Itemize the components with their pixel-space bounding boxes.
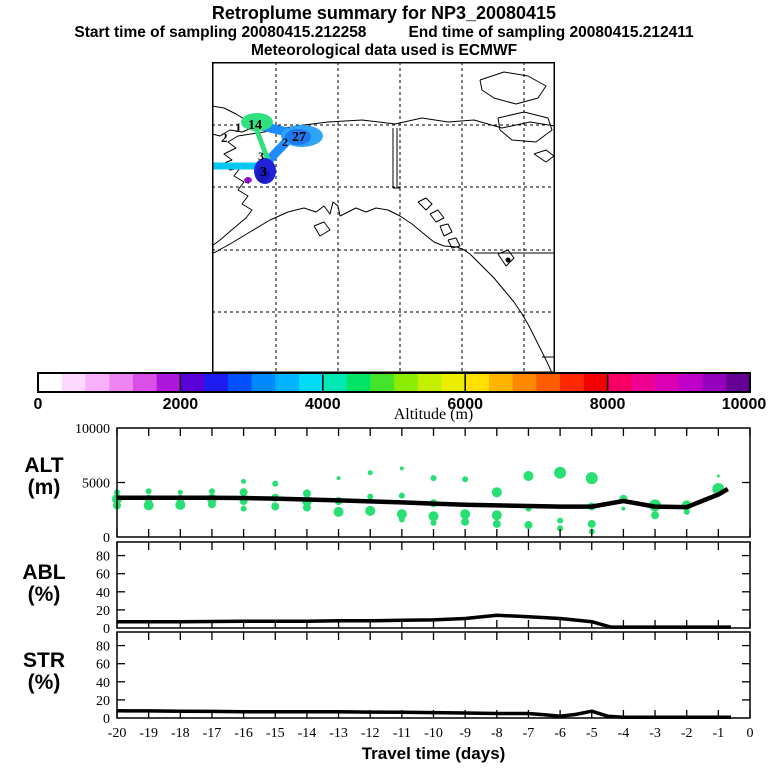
svg-text:0: 0 [103,622,110,637]
svg-text:-5: -5 [586,726,598,741]
svg-text:-8: -8 [491,726,503,741]
svg-text:10000: 10000 [75,422,110,437]
coastline [212,71,555,373]
start-time-text: Start time of sampling 20080415.212258 [74,24,367,41]
svg-text:2: 2 [221,130,228,145]
svg-text:6000: 6000 [447,396,483,413]
political-borders [392,128,555,358]
svg-text:2000: 2000 [163,396,199,413]
altitude-colorbar: 0 2000 4000 6000 8000 10000 [34,372,767,413]
svg-text:3: 3 [260,165,267,180]
svg-text:-4: -4 [618,726,630,741]
svg-text:-13: -13 [329,726,348,741]
svg-text:20: 20 [96,604,110,619]
svg-text:8000: 8000 [590,396,626,413]
str-panel-label: STR (%) [23,649,65,694]
svg-text:-7: -7 [523,726,535,741]
x-axis-title: Travel time (days) [361,744,506,763]
end-time-text: End time of sampling 20080415.212411 [408,24,694,41]
map-gridlines [212,62,555,373]
svg-text:20: 20 [96,694,110,709]
svg-text:0: 0 [103,531,110,546]
svg-text:-19: -19 [139,726,158,741]
svg-text:-20: -20 [108,726,127,741]
svg-text:3: 3 [258,149,264,163]
svg-text:-6: -6 [554,726,566,741]
svg-text:-15: -15 [266,726,285,741]
svg-text:40: 40 [96,586,110,601]
svg-text:-1: -1 [713,726,725,741]
svg-text:-9: -9 [459,726,471,741]
svg-text:27: 27 [292,130,306,145]
svg-text:-17: -17 [203,726,222,741]
svg-text:10000: 10000 [722,396,767,413]
figure-title: Retroplume summary for NP3_20080415 [211,3,557,23]
svg-text:60: 60 [96,568,110,583]
svg-text:-14: -14 [298,726,317,741]
svg-text:-12: -12 [361,726,380,741]
abl-panel-label: ABL (%) [22,561,66,606]
colorbar-label: Altitude (m) [393,406,474,423]
svg-text:1: 1 [235,120,242,135]
svg-text:-11: -11 [393,726,411,741]
svg-text:5000: 5000 [82,477,110,492]
svg-text:0: 0 [34,396,43,413]
met-data-line: Meteorological data used is ECMWF [250,42,518,59]
sampling-times: Start time of sampling 20080415.212258 E… [0,24,768,42]
svg-text:80: 80 [96,550,110,565]
svg-text:0: 0 [103,712,110,727]
svg-text:-16: -16 [234,726,253,741]
svg-text:80: 80 [96,640,110,655]
svg-text:60: 60 [96,658,110,673]
svg-text:14: 14 [248,118,262,133]
svg-text:-18: -18 [171,726,190,741]
alt-panel-label: ALT (m) [24,454,64,499]
svg-text:40: 40 [96,676,110,691]
svg-text:-3: -3 [649,726,661,741]
svg-text:-2: -2 [681,726,693,741]
svg-text:2: 2 [282,135,288,149]
svg-text:-10: -10 [424,726,443,741]
svg-text:4: 4 [245,176,250,186]
svg-text:0: 0 [747,726,754,741]
svg-text:4000: 4000 [305,396,341,413]
